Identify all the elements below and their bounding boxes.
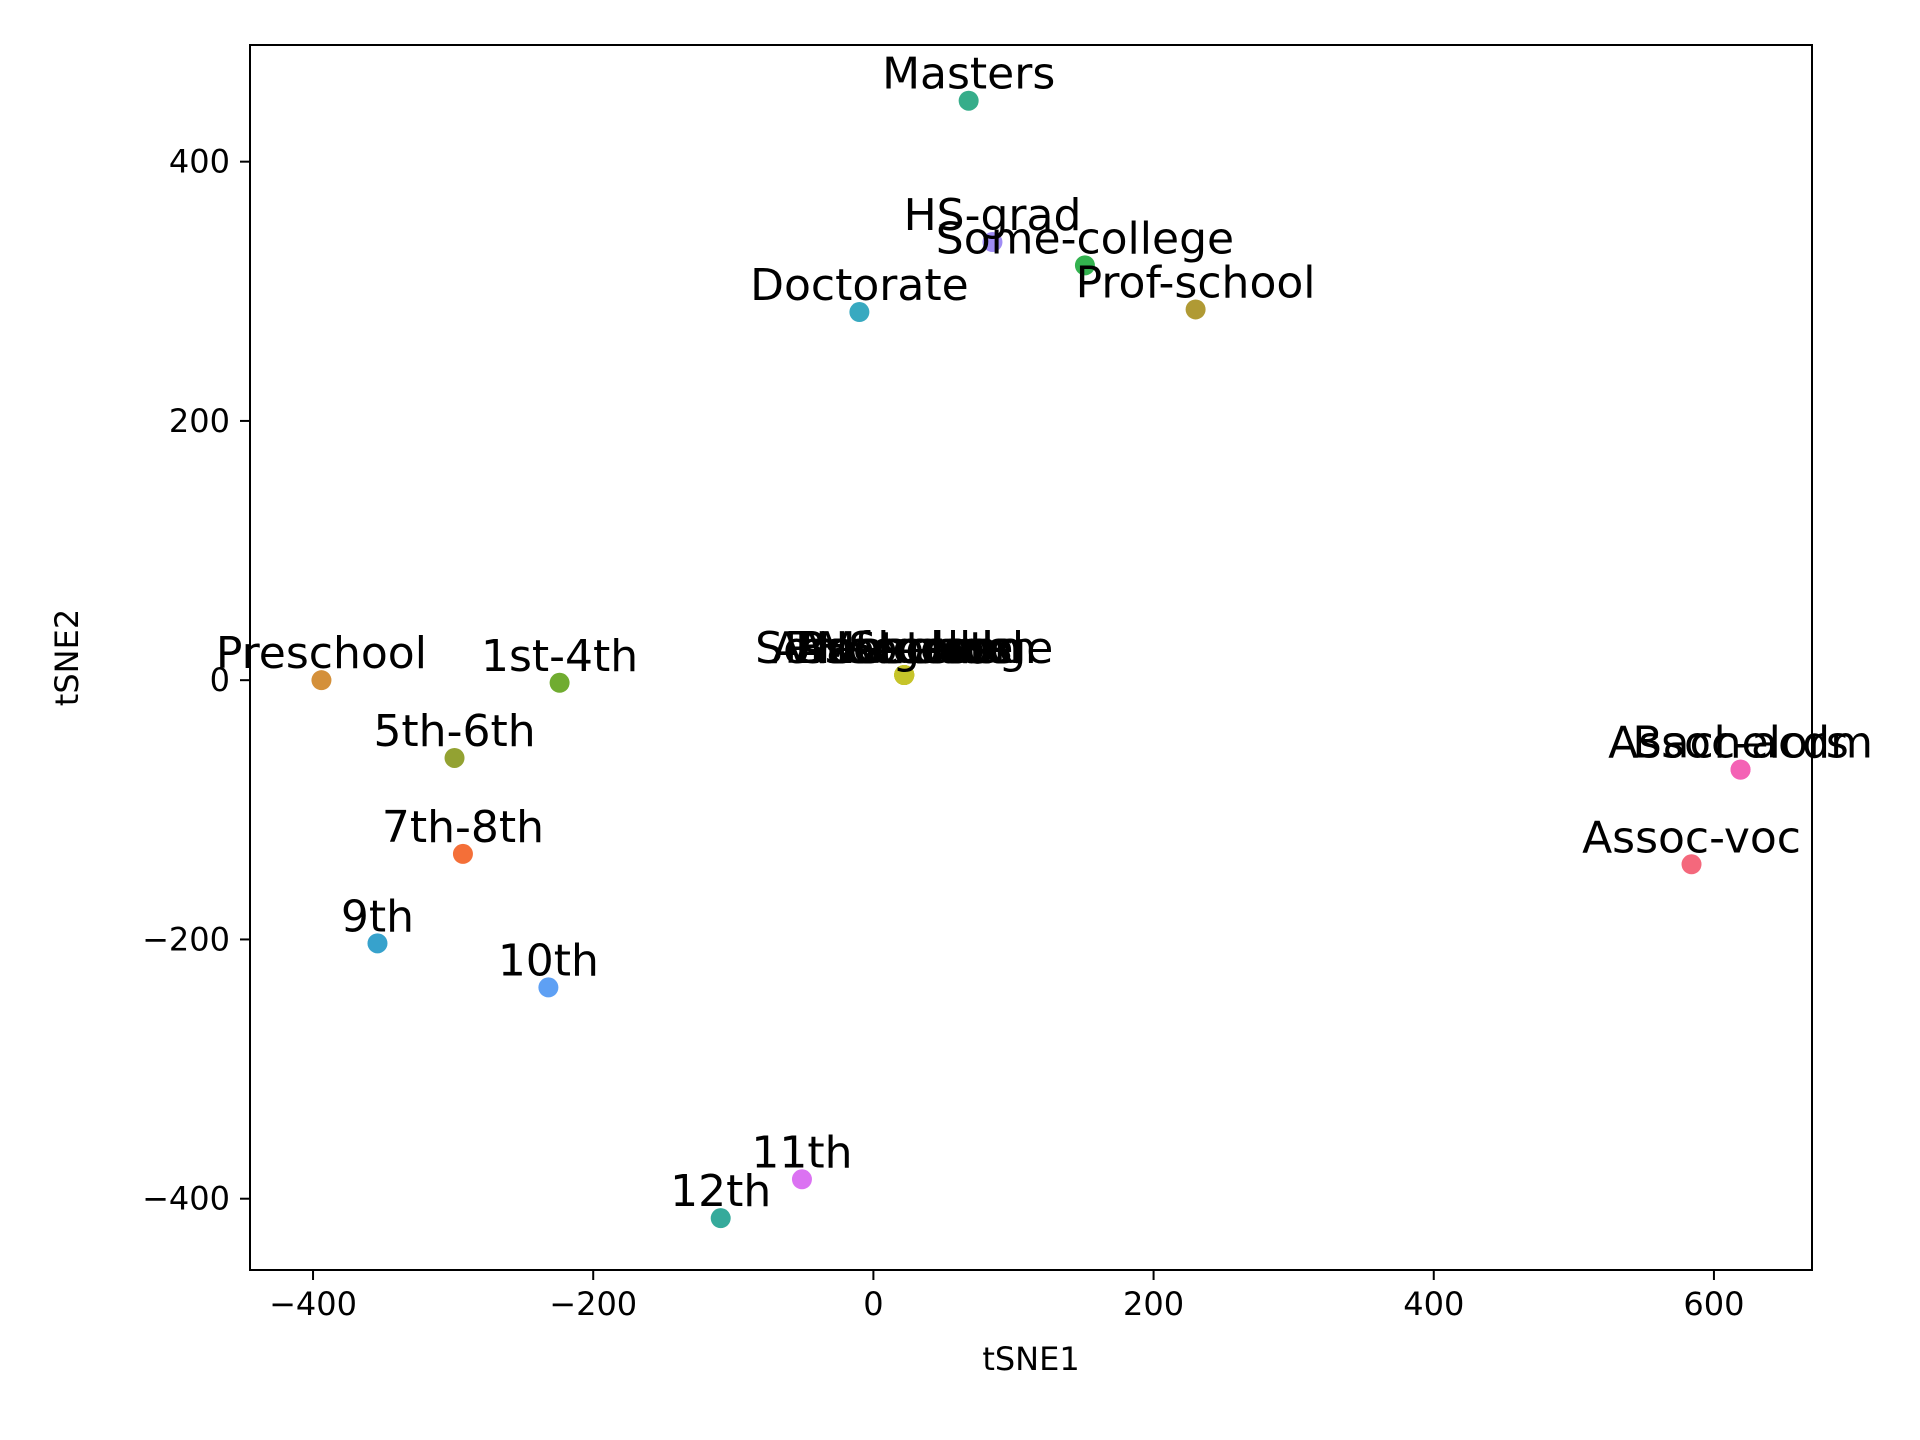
x-axis-label: tSNE1 [982,1340,1079,1378]
scatter-point [1074,255,1095,276]
scatter-point [538,977,559,998]
scatter-point [311,670,332,691]
point-label: Assoc-voc [795,623,1014,674]
point-label: Assoc-voc [1582,812,1801,863]
point-label: Masters [818,623,991,674]
plot-area-frame [249,44,1813,1271]
point-label: Prof-school [1076,257,1316,308]
scatter-point [549,672,570,693]
scatter-point [849,302,870,323]
scatter-point [982,232,1003,253]
scatter-point [791,1169,812,1190]
scatter-point [452,843,473,864]
scatter-point [1730,759,1751,780]
point-label: Assoc-acdm [772,623,1037,674]
axis-ticks: −400 −200 0 200 400 600 −400 −200 0 200 400 [142,143,1744,1323]
point-label: Masters [882,49,1055,100]
x-tick-label: −200 [549,1285,637,1323]
y-axis-label: tSNE2 [48,609,86,706]
point-label: Doctorate [750,260,969,311]
x-tick-label: 600 [1683,1285,1744,1323]
y-tick-label: 200 [169,402,230,440]
x-tick-label: 0 [863,1285,883,1323]
x-tick-label: 200 [1123,1285,1184,1323]
point-label: 10th [498,935,599,986]
point-label: Some-college [936,213,1234,264]
scatter-point [958,90,979,111]
point-label: 9th [341,891,414,942]
scatter-point [710,1208,731,1229]
scatter-point [367,933,388,954]
point-label: 11th [751,1127,852,1178]
y-tick-label: 0 [210,661,230,699]
point-label: 12th [670,1166,771,1217]
point-label: HS-grad [904,190,1082,241]
point-label: Doctorate [795,623,1014,674]
point-label: 5th-6th [373,706,535,757]
scatter-point [1681,854,1702,875]
data-points [311,90,1751,1229]
y-tick-label: 400 [169,143,230,181]
scatter-point [1185,299,1206,320]
scatter-point [894,665,915,685]
point-label: Prof-school [784,623,1024,674]
y-tick-label: −400 [142,1180,230,1218]
point-label: Bachelors [796,623,1012,674]
point-label: HS-grad [815,623,993,674]
point-label: 7th-8th [382,802,544,853]
x-tick-label: 400 [1403,1285,1464,1323]
point-label: Assoc-acdm [1608,718,1873,769]
point-label: 1st-4th [481,631,638,682]
point-label: Preschool [216,628,427,679]
scatter-point [444,747,465,768]
point-label: Some-college [755,623,1053,674]
x-tick-label: −400 [269,1285,357,1323]
y-tick-label: −200 [142,920,230,958]
